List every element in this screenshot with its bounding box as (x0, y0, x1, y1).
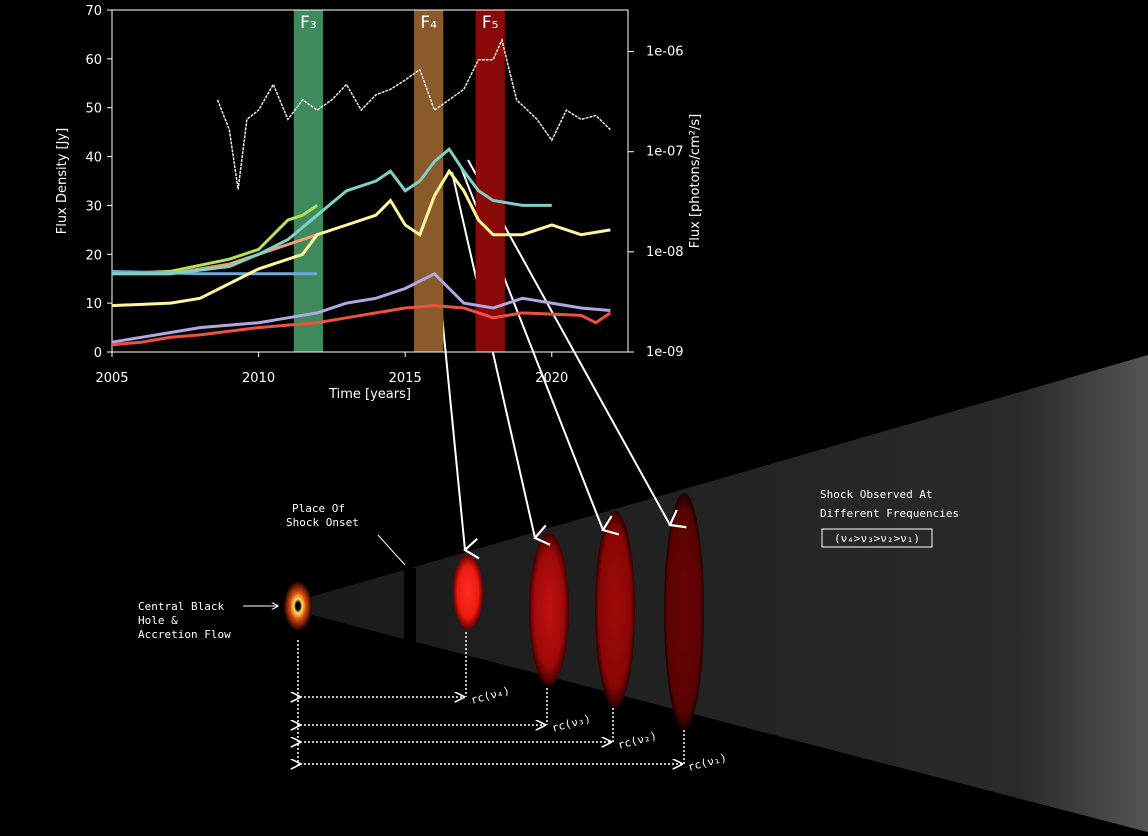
series-line (111, 168, 611, 308)
onset-label: Place Of (292, 502, 345, 515)
observed-label: Different Frequencies (820, 507, 959, 520)
core-label: Hole & (138, 614, 178, 627)
y-tick-label: 10 (85, 297, 102, 312)
radius-label: rc(ν₁) (686, 751, 728, 774)
bands: F₃ F₄ F₅ (293, 10, 505, 352)
x-axis-label: Time [years] (328, 387, 411, 402)
chart: F₃ F₄ F₅ Time [years] Flux Density [Jy] Fl… (55, 4, 703, 402)
pointer-arrow (451, 171, 551, 546)
distance-lines (298, 632, 685, 768)
observed-label: Shock Observed At (820, 488, 933, 501)
jet-cone (300, 355, 1148, 832)
series-line (111, 204, 319, 276)
core-label: Accretion Flow (138, 628, 231, 641)
shock-blob (664, 493, 704, 729)
y2-tick-label: 1e-06 (646, 45, 684, 60)
onset-label: Shock Onset (286, 516, 359, 529)
band-label: F₄ (420, 13, 437, 33)
plot-frame (111, 9, 629, 353)
onset-bar (404, 568, 416, 646)
y2-tick-label: 1e-09 (646, 345, 684, 360)
y2-tick-label: 1e-07 (646, 145, 684, 160)
pointer-arrow (439, 294, 480, 560)
radius-label: rc(ν₃) (550, 712, 592, 735)
x-tick-label: 2010 (242, 371, 275, 386)
x-tick-label: 2005 (95, 371, 128, 386)
x-tick-label: 2020 (535, 371, 568, 386)
diagram: Place Of Shock Onset Central Black Hole … (138, 159, 1148, 832)
onset-pointer (377, 534, 406, 566)
band-label: F₅ (482, 13, 499, 33)
ordering-label: (ν₄>ν₃>ν₂>ν₁) (834, 532, 920, 545)
series-line (112, 146, 552, 276)
y-tick-label: 50 (85, 102, 102, 117)
series-line (111, 271, 611, 344)
series-line (111, 304, 612, 347)
radius-label: rc(ν₂) (616, 729, 658, 752)
y-tick-label: 40 (85, 151, 102, 166)
y-axis-label: Flux Density [Jy] (55, 128, 70, 234)
core-label: Central Black (138, 600, 224, 613)
black-hole (284, 582, 312, 630)
band-label: F₃ (300, 13, 317, 33)
y2-axis-label: Flux [photons/cm²/s] (688, 114, 703, 248)
y-tick-label: 20 (85, 248, 102, 263)
shock-blob (453, 555, 483, 629)
y-tick-label: 60 (85, 53, 102, 68)
ordering-box (821, 528, 933, 548)
radius-label: rc(ν₄) (469, 684, 511, 707)
y2-tick-label: 1e-08 (646, 245, 684, 260)
shock-blob (595, 511, 635, 707)
y-tick-label: 70 (85, 4, 102, 19)
shock-blob (529, 533, 569, 685)
pointer-arrows (439, 159, 687, 560)
y-tick-label: 0 (94, 346, 102, 361)
y-tick-label: 30 (85, 199, 102, 214)
series-line (216, 37, 611, 190)
flare-band (475, 10, 505, 352)
x-tick-label: 2015 (389, 371, 422, 386)
flare-band (293, 10, 324, 352)
